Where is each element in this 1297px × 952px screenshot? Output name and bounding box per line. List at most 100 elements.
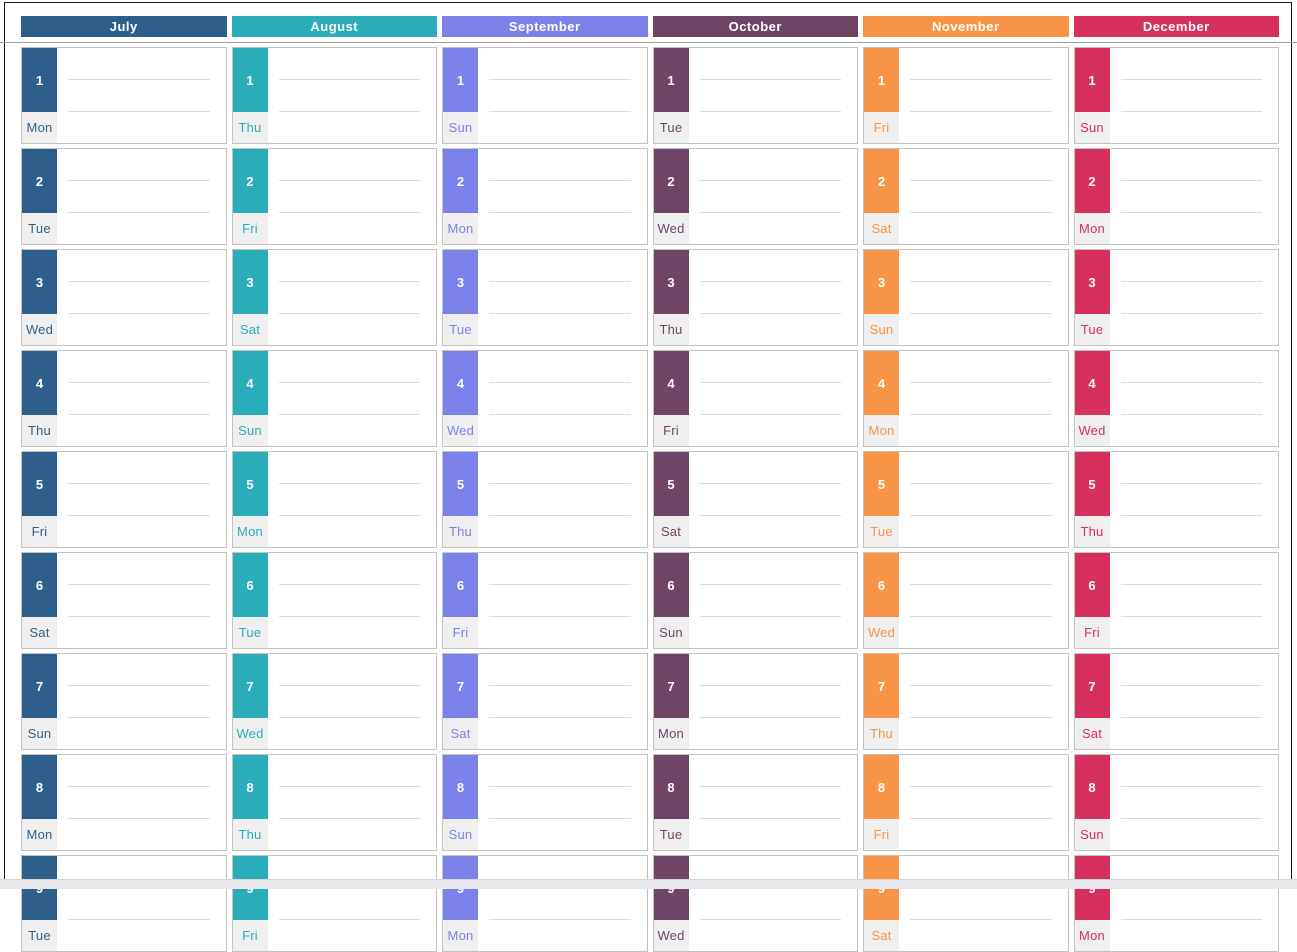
day-cell-december-5[interactable]: 5 Thu: [1073, 451, 1279, 548]
day-cell-october-7[interactable]: 7 Mon: [652, 653, 858, 750]
writing-line: [699, 786, 841, 787]
day-cell-july-8[interactable]: 8 Mon: [21, 754, 227, 851]
writing-line: [699, 616, 841, 617]
day-number-block: 7: [864, 654, 899, 718]
day-cell-october-8[interactable]: 8 Tue: [652, 754, 858, 851]
day-cell-october-3[interactable]: 3 Thu: [652, 249, 858, 346]
writing-line: [699, 919, 841, 920]
day-cell-september-1[interactable]: 1 Sun: [442, 47, 648, 144]
writing-line: [489, 616, 631, 617]
day-cell-october-5[interactable]: 5 Sat: [652, 451, 858, 548]
day-number: 5: [667, 476, 675, 492]
day-number: 5: [35, 476, 44, 492]
day-cell-july-1[interactable]: 1 Mon: [21, 47, 227, 144]
day-of-week-label: Mon: [22, 819, 57, 850]
day-cell-october-9[interactable]: 9Wed: [652, 855, 858, 952]
day-cell-december-3[interactable]: 3 Tue: [1073, 249, 1279, 346]
day-cell-december-1[interactable]: 1 Sun: [1073, 47, 1279, 144]
day-cell-december-7[interactable]: 7 Sat: [1073, 653, 1279, 750]
day-cell-july-2[interactable]: 2 Tue: [21, 148, 227, 245]
day-cell-august-6[interactable]: 6 Tue: [231, 552, 437, 649]
day-number-block: 7: [443, 654, 478, 718]
day-cell-november-3[interactable]: 3 Sun: [863, 249, 1069, 346]
day-number: 2: [667, 173, 675, 189]
day-cell-august-5[interactable]: 5 Mon: [231, 451, 437, 548]
day-cell-december-9[interactable]: 9Mon: [1073, 855, 1279, 952]
day-number: 8: [667, 779, 675, 795]
day-cell-november-8[interactable]: 8 Fri: [863, 754, 1069, 851]
writing-line: [699, 483, 841, 484]
day-cell-august-8[interactable]: 8 Thu: [231, 754, 437, 851]
day-cell-september-4[interactable]: 4 Wed: [442, 350, 648, 447]
month-header-november: November: [863, 16, 1069, 37]
writing-line: [68, 786, 210, 787]
day-number-block: 1: [443, 48, 478, 112]
day-cell-july-7[interactable]: 7 Sun: [21, 653, 227, 750]
day-number: 5: [1088, 476, 1096, 492]
day-cell-december-8[interactable]: 8 Sun: [1073, 754, 1279, 851]
day-cell-september-2[interactable]: 2 Mon: [442, 148, 648, 245]
day-number: 1: [1088, 72, 1096, 88]
day-cell-november-6[interactable]: 6 Wed: [863, 552, 1069, 649]
day-number-block: 3: [443, 250, 478, 314]
day-cell-september-9[interactable]: 9Mon: [442, 855, 648, 952]
day-cell-august-4[interactable]: 4 Sun: [231, 350, 437, 447]
day-cell-september-3[interactable]: 3 Tue: [442, 249, 648, 346]
day-cell-october-4[interactable]: 4 Fri: [652, 350, 858, 447]
day-cell-august-1[interactable]: 1 Thu: [231, 47, 437, 144]
day-of-week-label: Mon: [22, 112, 57, 143]
day-number-block: 8: [443, 755, 478, 819]
day-cell-october-6[interactable]: 6 Sun: [652, 552, 858, 649]
day-number: 2: [877, 173, 886, 189]
day-number: 2: [456, 173, 465, 189]
day-cell-september-7[interactable]: 7 Sat: [442, 653, 648, 750]
day-number: 3: [35, 274, 44, 290]
day-number-block: 1: [1074, 48, 1110, 112]
day-cell-november-1[interactable]: 1 Fri: [863, 47, 1069, 144]
day-cell-december-2[interactable]: 2 Mon: [1073, 148, 1279, 245]
day-cell-december-4[interactable]: 4 Wed: [1073, 350, 1279, 447]
day-cell-september-5[interactable]: 5 Thu: [442, 451, 648, 548]
day-of-week-label: Thu: [22, 415, 57, 446]
day-number: 7: [35, 678, 44, 694]
day-cell-july-3[interactable]: 3 Wed: [21, 249, 227, 346]
day-cell-september-6[interactable]: 6 Fri: [442, 552, 648, 649]
day-cell-july-5[interactable]: 5 Fri: [21, 451, 227, 548]
day-cell-december-6[interactable]: 6 Fri: [1073, 552, 1279, 649]
day-of-week-label: Thu: [864, 718, 899, 749]
writing-line: [910, 919, 1052, 920]
day-cell-august-7[interactable]: 7 Wed: [231, 653, 437, 750]
day-cell-october-2[interactable]: 2 Wed: [652, 148, 858, 245]
day-cell-september-8[interactable]: 8 Sun: [442, 754, 648, 851]
day-cell-november-5[interactable]: 5 Tue: [863, 451, 1069, 548]
day-cell-november-7[interactable]: 7 Thu: [863, 653, 1069, 750]
day-cell-july-4[interactable]: 4 Thu: [21, 350, 227, 447]
day-cell-november-2[interactable]: 2 Sat: [863, 148, 1069, 245]
day-cell-november-4[interactable]: 4 Mon: [863, 350, 1069, 447]
writing-line: [278, 281, 420, 282]
day-number: 4: [456, 375, 465, 391]
day-cell-july-9[interactable]: 9Tue: [21, 855, 227, 952]
writing-line: [1120, 180, 1262, 181]
day-cell-july-6[interactable]: 6 Sat: [21, 552, 227, 649]
writing-line: [68, 515, 210, 516]
day-number: 3: [667, 274, 675, 290]
writing-line: [68, 414, 210, 415]
day-number: 6: [1088, 577, 1096, 593]
writing-line: [489, 414, 631, 415]
day-cell-august-3[interactable]: 3 Sat: [231, 249, 437, 346]
day-of-week-label: Tue: [653, 112, 689, 143]
writing-line: [278, 79, 420, 80]
day-of-week-label: Sun: [1074, 819, 1110, 850]
day-cell-october-1[interactable]: 1 Tue: [652, 47, 858, 144]
writing-line: [910, 180, 1052, 181]
day-number: 1: [35, 72, 44, 88]
horizontal-scrollbar[interactable]: [0, 879, 1297, 889]
day-cell-november-9[interactable]: 9Sat: [863, 855, 1069, 952]
day-of-week-label: Sun: [232, 415, 268, 446]
day-cell-august-2[interactable]: 2 Fri: [231, 148, 437, 245]
day-cell-august-9[interactable]: 9Fri: [231, 855, 437, 952]
writing-line: [68, 616, 210, 617]
writing-line: [278, 717, 420, 718]
writing-line: [68, 818, 210, 819]
